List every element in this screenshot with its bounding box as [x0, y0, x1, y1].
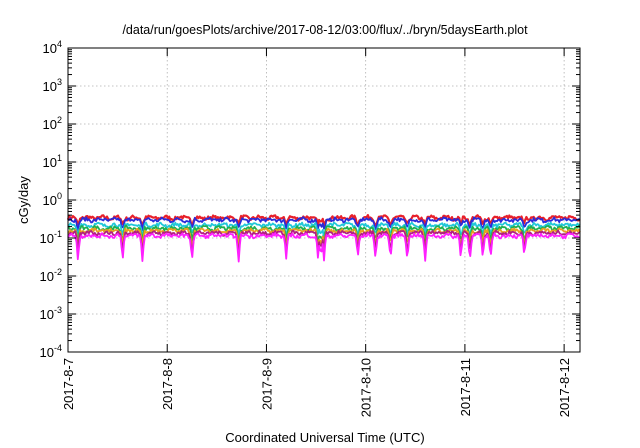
- y-axis-label: cGy/day: [16, 176, 31, 224]
- x-tick-label: 2017-8-12: [557, 358, 572, 417]
- x-tick-label: 2017-8-11: [458, 358, 473, 416]
- x-tick-label: 2017-8-8: [160, 358, 175, 410]
- y-tick-label: 104: [43, 39, 62, 56]
- x-tick-label: 2017-8-9: [259, 358, 274, 410]
- y-tick-label: 10-1: [40, 229, 62, 246]
- y-tick-label: 10-3: [40, 305, 62, 322]
- x-tick-labels: 2017-8-7 2017-8-8 2017-8-9 2017-8-10 2017-8-…: [61, 358, 572, 417]
- y-tick-label: 10-2: [40, 267, 62, 284]
- series-line: [67, 232, 581, 263]
- grid: [68, 48, 580, 352]
- series-line: [67, 216, 581, 232]
- x-axis-label: Coordinated Universal Time (UTC): [225, 430, 424, 445]
- x-tick-label: 2017-8-7: [61, 358, 76, 410]
- y-tick-label: 100: [43, 191, 62, 208]
- chart-title: /data/run/goesPlots/archive/2017-08-12/0…: [122, 23, 528, 37]
- y-tick-labels: 104 103 102 101 100 10-1 10-2 10-3 10-4: [40, 39, 62, 360]
- ticks: [67, 47, 580, 353]
- series-lines: [66, 214, 581, 263]
- x-tick-label: 2017-8-10: [359, 358, 374, 417]
- y-tick-label: 102: [43, 115, 62, 132]
- y-tick-label: 10-4: [40, 343, 62, 360]
- y-tick-label: 103: [43, 77, 62, 94]
- y-tick-label: 101: [43, 153, 62, 170]
